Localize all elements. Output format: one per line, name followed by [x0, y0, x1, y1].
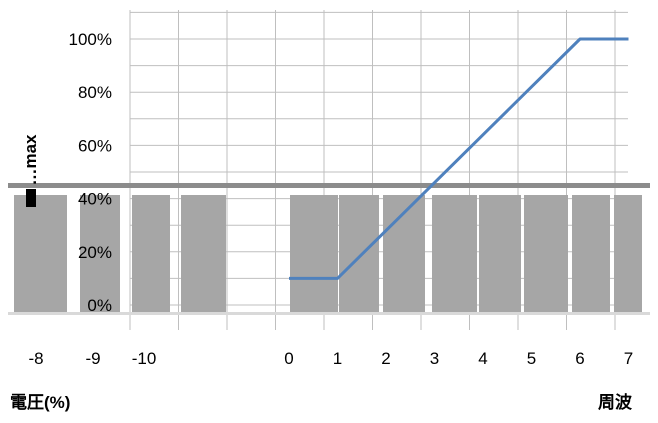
overlay-bar — [14, 195, 67, 312]
y-tick-label: 20% — [78, 243, 112, 262]
x-tick-label: 7 — [624, 349, 633, 368]
x-tick-label: 5 — [527, 349, 536, 368]
x-tick-labels: -8 -9 -10 0 1 2 3 4 5 6 7 — [28, 349, 633, 368]
x-tick-label: -8 — [28, 349, 43, 368]
overlay-bar — [339, 195, 379, 312]
y-tick-label: 40% — [78, 190, 112, 209]
x-tick-label: 1 — [333, 349, 342, 368]
overlay-bar — [479, 195, 521, 312]
overlay-bar — [614, 195, 642, 312]
x-axis-title-right: 周波 — [598, 392, 633, 412]
x-tick-label: 3 — [430, 349, 439, 368]
overlay-bar — [80, 195, 120, 312]
overlay-top-band — [8, 183, 650, 188]
y-tick-labels: 0% 20% 40% 60% 80% 100% — [69, 30, 112, 315]
y-tick-label: 0% — [87, 296, 112, 315]
x-axis-title-left: 電圧(%) — [10, 393, 70, 412]
overlay-bar — [290, 195, 338, 312]
y-tick-label: 60% — [78, 136, 112, 155]
x-tick-label: 4 — [478, 349, 487, 368]
overlay-bar — [572, 195, 610, 312]
overlay-baseline — [8, 312, 650, 315]
overlay-bar — [132, 195, 170, 312]
x-tick-label: 6 — [575, 349, 584, 368]
y-tick-label: 100% — [69, 30, 112, 49]
series-line — [289, 37, 629, 280]
y-axis-title: …max — [21, 134, 40, 186]
x-tick-label: 2 — [381, 349, 390, 368]
series-layer — [289, 37, 629, 280]
y-tick-label: 80% — [78, 83, 112, 102]
overlay-marker — [26, 189, 36, 207]
x-tick-label: -10 — [132, 349, 157, 368]
overlay-bar — [524, 195, 568, 312]
overlay-bar — [181, 195, 226, 312]
overlay-bar — [432, 195, 477, 312]
x-tick-label: 0 — [284, 349, 293, 368]
grey-overlay-panel — [8, 183, 650, 315]
x-tick-label: -9 — [85, 349, 100, 368]
